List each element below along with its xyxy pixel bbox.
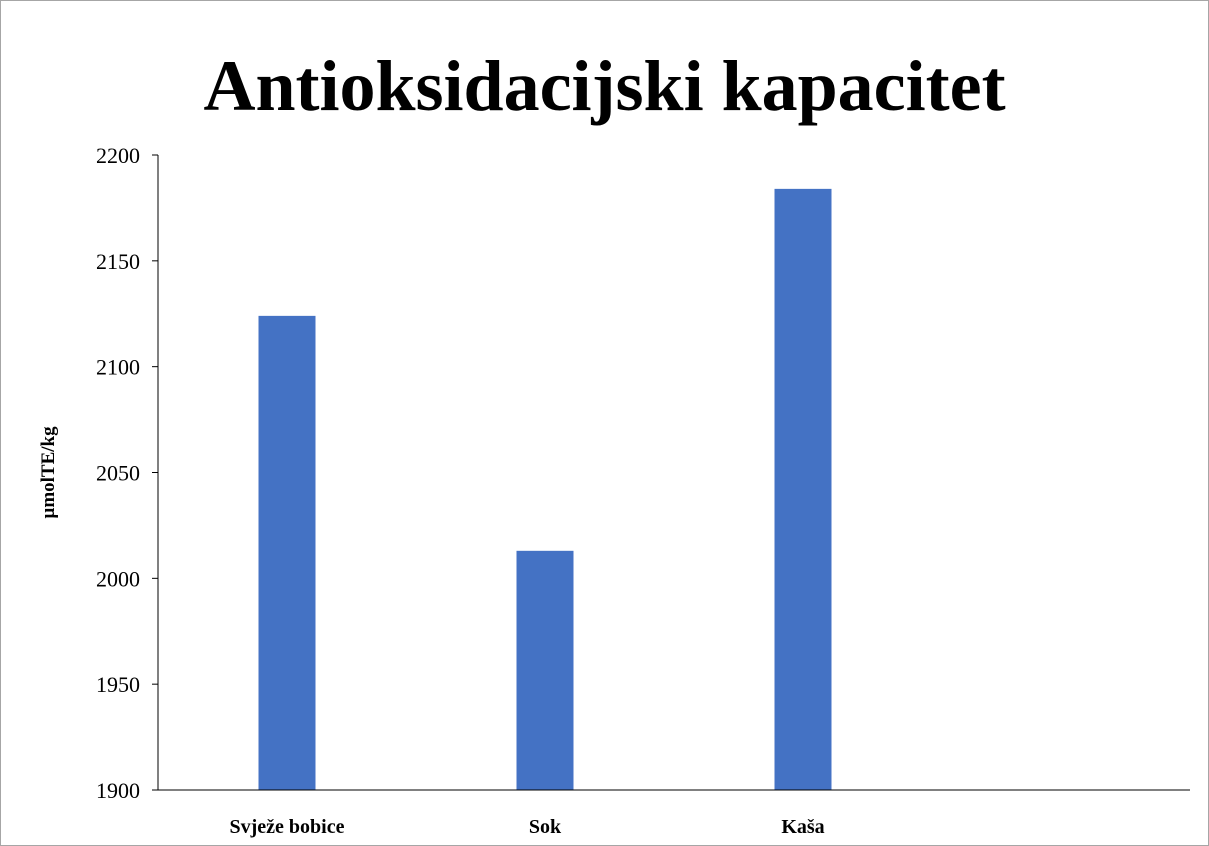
x-category-label: Svježe bobice [230, 816, 345, 838]
y-axis-title: µmolTE/kg [38, 426, 59, 519]
chart-title: Antioksidacijski kapacitet [203, 46, 1006, 126]
bar-3 [774, 188, 832, 790]
x-category-label: Sok [529, 816, 562, 838]
bar-2 [516, 550, 574, 790]
x-category-label: Kaša [781, 816, 824, 838]
y-tick-label: 2200 [96, 143, 140, 168]
y-tick-label: 2050 [96, 461, 140, 486]
y-tick-label: 2150 [96, 249, 140, 274]
y-tick-label: 1950 [96, 672, 140, 697]
y-tick-label: 2100 [96, 355, 140, 380]
y-tick-label: 1900 [96, 778, 140, 803]
y-tick-label: 2000 [96, 566, 140, 591]
bar-1 [258, 315, 316, 790]
